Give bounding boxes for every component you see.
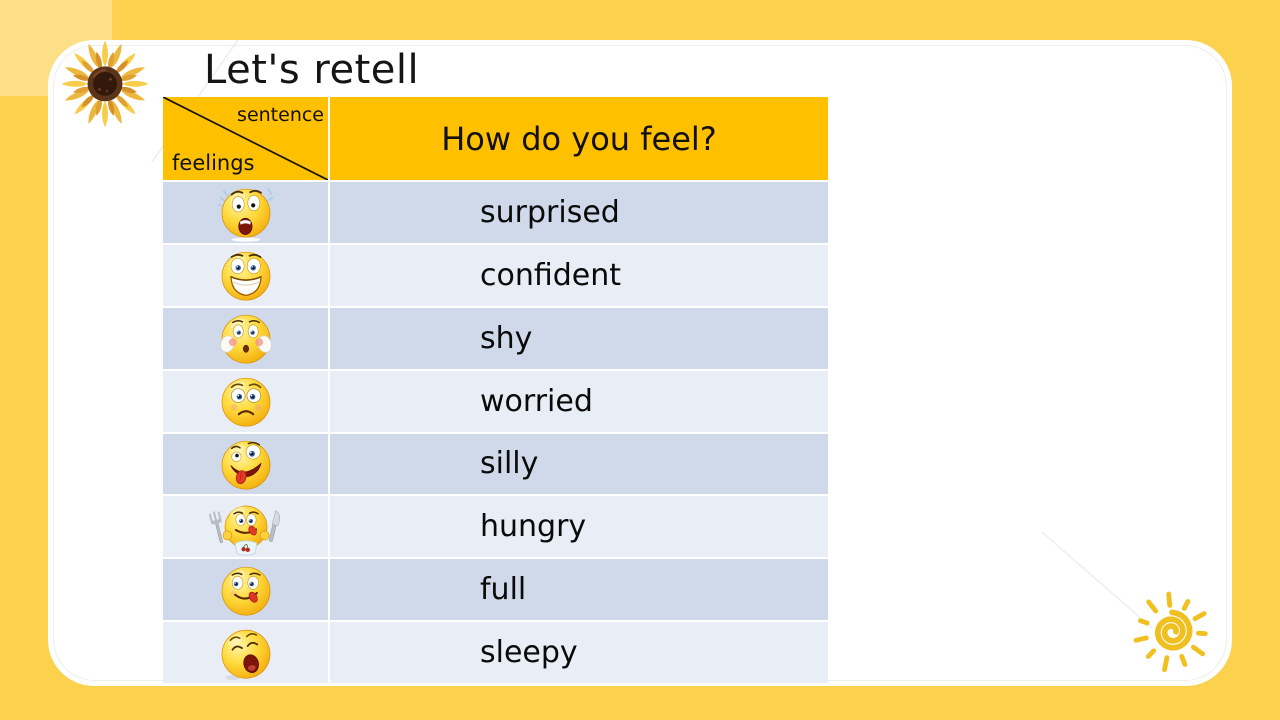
feeling-label: surprised	[480, 194, 620, 230]
table-header-cell: How do you feel?	[330, 97, 828, 180]
emoji-cell	[163, 622, 328, 683]
feeling-label-cell: sleepy	[330, 622, 828, 683]
sleepy-emoji-icon	[221, 629, 270, 680]
worried-emoji-icon	[221, 377, 270, 427]
emoji-cell	[163, 307, 328, 369]
page-title: Let's retell	[204, 47, 420, 93]
feeling-label-cell: surprised	[330, 182, 828, 243]
feeling-label: hungry	[480, 509, 587, 545]
hungry-emoji-icon	[208, 505, 280, 556]
feeling-label: confident	[480, 257, 622, 293]
emoji-cell	[163, 433, 328, 495]
corner-label-sentence: sentence	[237, 104, 324, 126]
surprised-emoji-icon	[217, 188, 273, 243]
emoji-cell	[163, 182, 328, 243]
feelings-table: sentence feelings How do you feel? surpr…	[163, 97, 828, 683]
feeling-label-cell: confident	[330, 244, 828, 306]
feeling-label: silly	[480, 446, 539, 482]
confident-emoji-icon	[221, 252, 270, 301]
feeling-label-cell: silly	[330, 433, 828, 495]
emoji-cell	[163, 559, 328, 621]
feeling-label-cell: worried	[330, 370, 828, 432]
corner-label-feelings: feelings	[172, 151, 255, 175]
emoji-cell	[163, 370, 328, 432]
silly-emoji-icon	[221, 440, 270, 490]
sunflower-image	[61, 40, 149, 128]
feeling-label-cell: hungry	[330, 496, 828, 558]
feeling-label-cell: full	[330, 559, 828, 621]
shy-emoji-icon	[219, 315, 272, 364]
diagonal-divider-line	[163, 97, 328, 180]
feeling-label: sleepy	[480, 635, 578, 671]
feeling-label-cell: shy	[330, 307, 828, 369]
sun-doodle-icon	[1133, 591, 1208, 673]
feeling-label: full	[480, 572, 527, 608]
table-corner-cell: sentence feelings	[163, 97, 328, 180]
feeling-label: shy	[480, 320, 533, 356]
emoji-cell	[163, 496, 328, 558]
table-header-label: How do you feel?	[441, 119, 717, 158]
emoji-cell	[163, 244, 328, 306]
full-emoji-icon	[221, 566, 270, 616]
feeling-label: worried	[480, 383, 593, 419]
